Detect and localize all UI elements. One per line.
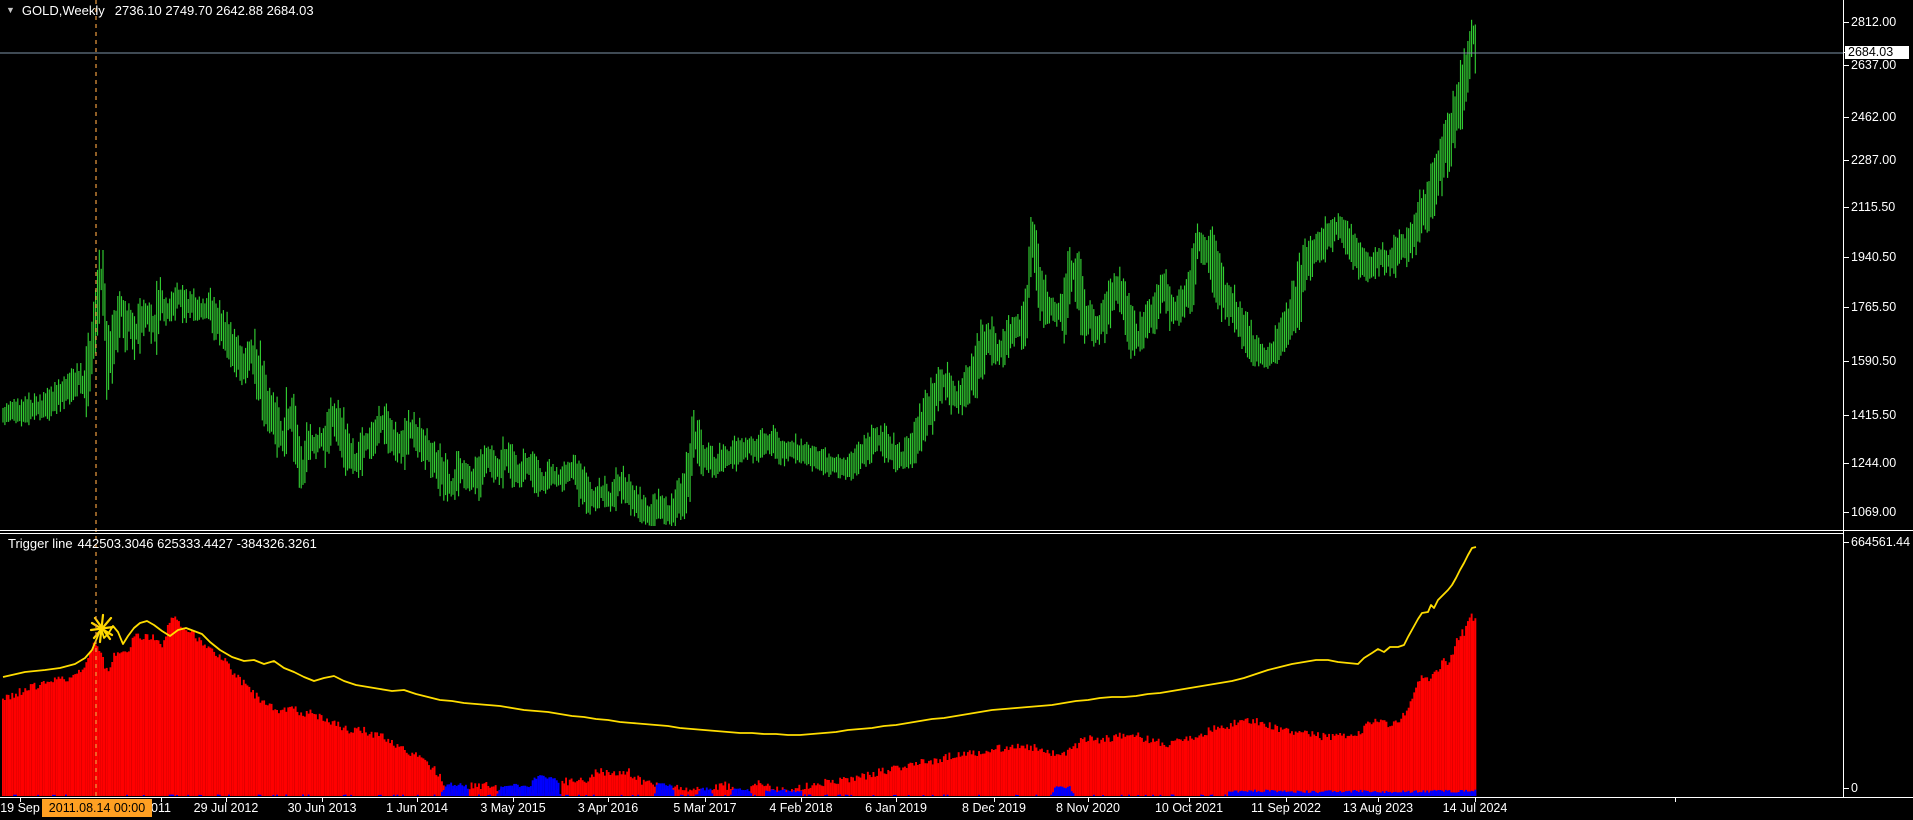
price-tick-label: 2287.00	[1851, 153, 1897, 167]
panel-separator[interactable]	[0, 530, 1913, 534]
red-histogram-series	[2, 613, 1477, 796]
price-tick-label: 1415.50	[1851, 408, 1897, 422]
price-bars-series	[2, 19, 1476, 526]
indicator-tick-label: 664561.44	[1851, 535, 1911, 549]
time-tick-label: 3 Apr 2016	[577, 801, 639, 815]
time-tick-label: 13 Aug 2023	[1342, 801, 1414, 815]
price-tick-label: 2637.00	[1851, 58, 1897, 72]
time-tick-label: 11 Sep 2022	[1251, 801, 1321, 815]
time-tick-label: 14 Jul 2024	[1442, 801, 1508, 815]
current-price-label: 2684.03	[1845, 46, 1909, 59]
time-tick-label: 1 Jun 2014	[386, 801, 448, 815]
price-tick-label: 2115.50	[1851, 200, 1896, 214]
price-tick-label: 1069.00	[1851, 505, 1897, 519]
time-tick-label: 10 Oct 2021	[1154, 801, 1224, 815]
price-tick-label: 1940.50	[1851, 250, 1897, 264]
indicator-tick-label: 0	[1851, 781, 1858, 795]
price-tick-label: 1244.00	[1851, 456, 1897, 470]
time-tick-label: 6 Jan 2019	[865, 801, 927, 815]
price-tick-label: 1765.50	[1851, 300, 1897, 314]
indicator-values: 442503.3046 625333.4427 -384326.3261	[77, 536, 317, 551]
time-tick-label: 011	[151, 801, 171, 815]
time-tick-label: 8 Nov 2020	[1056, 801, 1120, 815]
time-ticks	[20, 798, 1676, 802]
time-tick-label: 30 Jun 2013	[287, 801, 357, 815]
time-tick-label: 3 May 2015	[480, 801, 546, 815]
price-tick-label: 1590.50	[1851, 354, 1897, 368]
star-drawing[interactable]	[89, 613, 115, 644]
symbol-ohlc-line: ▼ GOLD,Weekly 2736.10 2749.70 2642.88 2684…	[6, 3, 314, 18]
time-tick-label: 8 Dec 2019	[962, 801, 1026, 815]
price-tick-label: 2812.00	[1851, 15, 1897, 29]
price-tick-label: 2462.00	[1851, 110, 1897, 124]
highlighted-time-label: 2011.08.14 00:00	[42, 799, 152, 817]
blue-histogram-series	[13, 775, 1477, 796]
indicator-name: Trigger line	[8, 536, 73, 551]
symbol-label: GOLD,Weekly	[21, 3, 105, 18]
time-tick-label: 4 Feb 2018	[769, 801, 833, 815]
time-tick-label: 19 Sep	[0, 801, 40, 815]
ohlc-values: 2736.10 2749.70 2642.88 2684.03	[114, 3, 314, 18]
time-tick-label: 5 Mar 2017	[673, 801, 737, 815]
axis-border	[0, 0, 1913, 798]
time-tick-label: 29 Jul 2012	[193, 801, 259, 815]
trigger-line-series	[2, 546, 1477, 736]
indicator-values-label: Trigger line 442503.3046 625333.4427 -384…	[8, 536, 317, 551]
price-ticks	[1844, 22, 1849, 789]
chevron-down-icon[interactable]: ▼	[6, 5, 15, 15]
